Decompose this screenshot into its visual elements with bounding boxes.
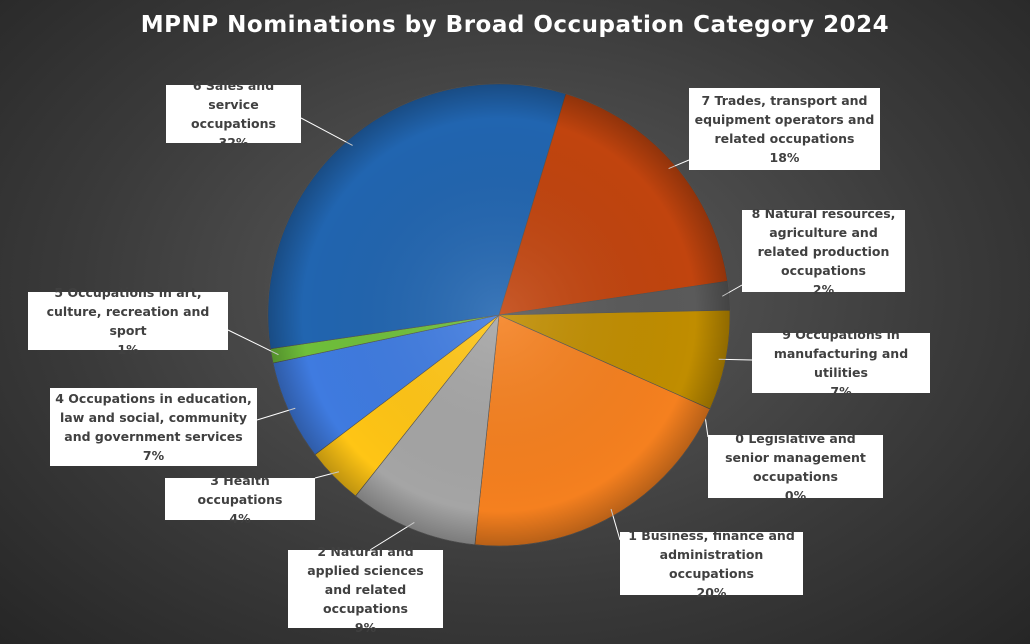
data-label: 3 Health occupations 4% [165, 473, 315, 526]
label-category: 3 Health occupations [197, 472, 283, 507]
label-category: 5 Occupations in art, culture, recreatio… [46, 285, 210, 338]
label-category: 0 Legislative and senior management occu… [725, 430, 866, 484]
label-value: 7% [142, 448, 165, 463]
label-value: 20% [696, 584, 727, 600]
label-value: 18% [769, 150, 800, 165]
data-label: 9 Occupations in manufacturing and utili… [752, 327, 930, 399]
leader-line [300, 117, 353, 146]
label-category: 6 Sales and service occupations [191, 78, 276, 131]
label-value: 7% [830, 384, 852, 399]
leader-line [718, 358, 753, 361]
label-value: 0% [784, 487, 807, 503]
label-value: 32% [218, 135, 249, 150]
label-category: 1 Business, finance and administration o… [628, 527, 795, 581]
chart-title: MPNP Nominations by Broad Occupation Cat… [140, 12, 890, 38]
label-category: 4 Occupations in education, law and soci… [55, 391, 252, 444]
label-value: 4% [229, 510, 251, 526]
label-value: 2% [812, 281, 835, 297]
data-label: 1 Business, finance and administration o… [620, 528, 803, 600]
label-category: 2 Natural and applied sciences and relat… [307, 543, 424, 616]
data-label: 6 Sales and service occupations 32% [166, 78, 301, 150]
leader-line [256, 407, 296, 421]
label-category: 8 Natural resources, agriculture and rel… [751, 205, 896, 278]
data-label: 4 Occupations in education, law and soci… [50, 388, 257, 466]
label-value: 9% [354, 619, 377, 635]
data-label: 7 Trades, transport and equipment operat… [689, 88, 880, 170]
label-value: 1% [117, 342, 139, 357]
data-label: 5 Occupations in art, culture, recreatio… [28, 285, 228, 357]
label-category: 9 Occupations in manufacturing and utili… [773, 327, 909, 380]
data-label: 8 Natural resources, agriculture and rel… [742, 206, 905, 297]
label-category: 7 Trades, transport and equipment operat… [694, 93, 875, 146]
data-label: 2 Natural and applied sciences and relat… [288, 544, 443, 635]
data-label: 0 Legislative and senior management occu… [708, 431, 883, 503]
